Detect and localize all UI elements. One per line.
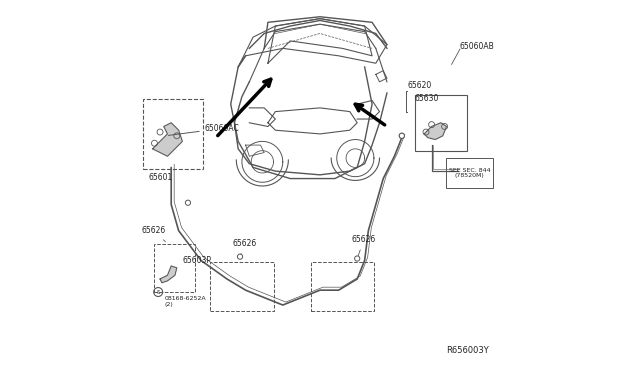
Circle shape [399, 133, 404, 138]
Text: S: S [156, 289, 160, 295]
Polygon shape [160, 266, 177, 283]
Text: 65060AB: 65060AB [460, 42, 494, 51]
Text: 65626: 65626 [232, 239, 257, 254]
Text: 65601: 65601 [149, 173, 173, 182]
Polygon shape [424, 123, 447, 140]
Polygon shape [152, 123, 182, 156]
Text: R656003Y: R656003Y [447, 346, 489, 355]
Text: 65626: 65626 [141, 226, 166, 242]
Circle shape [355, 256, 360, 261]
Text: 65603P: 65603P [182, 256, 211, 265]
Circle shape [186, 200, 191, 205]
Text: 65626: 65626 [351, 235, 376, 256]
Text: 65630: 65630 [415, 94, 439, 103]
Circle shape [237, 254, 243, 259]
Text: 65060AC: 65060AC [168, 124, 239, 135]
Text: 08168-6252A
(2): 08168-6252A (2) [164, 296, 206, 307]
Circle shape [399, 133, 404, 138]
Text: SEE SEC. 844
(78520M): SEE SEC. 844 (78520M) [449, 167, 490, 179]
Text: 65620: 65620 [408, 81, 431, 90]
